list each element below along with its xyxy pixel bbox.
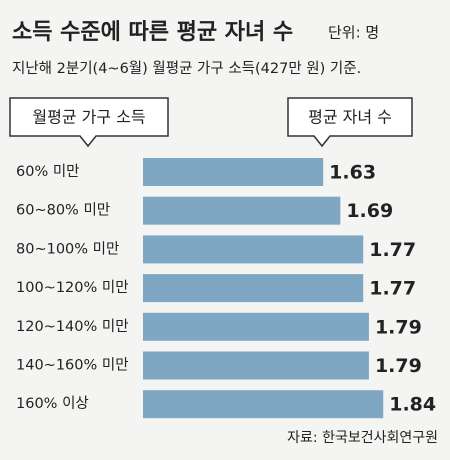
value-label: 1.84	[389, 394, 436, 416]
source: 자료: 한국보건사회연구원	[287, 430, 438, 446]
bar	[143, 158, 324, 186]
bar	[143, 390, 384, 419]
value-label: 1.79	[375, 355, 422, 377]
bar	[143, 351, 369, 380]
value-label: 1.77	[369, 239, 416, 261]
category-label: 60~80% 미만	[16, 202, 110, 219]
unit: 단위: 명	[328, 24, 379, 42]
category-label: 60% 미만	[16, 163, 80, 180]
value-header: 평균 자녀 수	[308, 108, 392, 127]
bar	[143, 312, 369, 341]
value-label: 1.69	[346, 200, 393, 222]
subtitle: 지난해 2분기(4~6월) 월평균 가구 소득(427만 원) 기준.	[12, 60, 361, 77]
bar	[143, 274, 364, 303]
bar	[143, 235, 364, 264]
category-header-box	[9, 97, 169, 148]
category-header: 월평균 가구 소득	[32, 108, 145, 127]
value-header-box	[287, 97, 413, 148]
value-label: 1.77	[369, 278, 416, 300]
category-label: 80~100% 미만	[16, 240, 119, 257]
category-label: 100~120% 미만	[16, 279, 129, 296]
category-label: 120~140% 미만	[16, 318, 129, 335]
value-label: 1.63	[329, 162, 376, 184]
value-label: 1.79	[375, 316, 422, 338]
chart-title: 소득 수준에 따른 평균 자녀 수	[12, 20, 293, 45]
bar	[143, 196, 341, 225]
category-label: 140~160% 미만	[16, 357, 129, 374]
category-label: 160% 이상	[16, 395, 89, 412]
